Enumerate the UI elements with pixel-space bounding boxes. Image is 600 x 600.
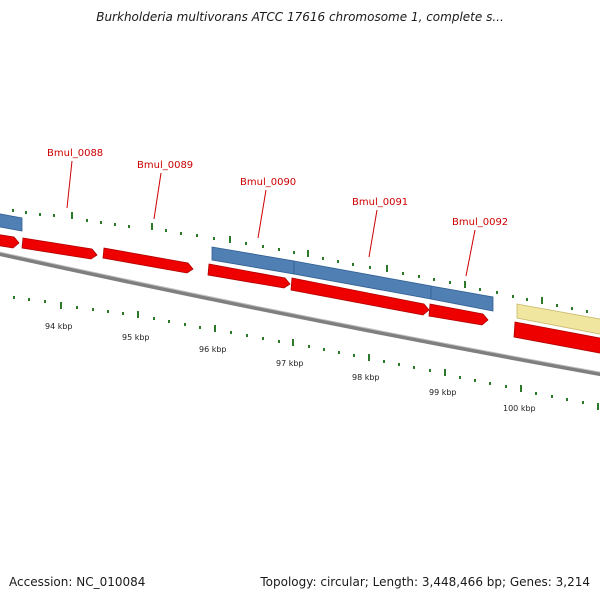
kbp-scale-labels: 94 kbp 95 kbp 96 kbp 97 kbp 98 kbp 99 kb… [45,322,536,413]
genome-backbone-highlight [0,251,600,373]
gene-label-bmul-0089[interactable]: Bmul_0089 [137,160,193,171]
kbp-label: 95 kbp [122,333,150,342]
gene-label-bmul-0091[interactable]: Bmul_0091 [352,197,408,208]
cds-arrow[interactable] [513,321,600,354]
kbp-label: 97 kbp [276,359,304,368]
cds-arrow[interactable] [21,237,98,260]
cds-arrow[interactable] [0,234,20,249]
gene-label-bmul-0092[interactable]: Bmul_0092 [452,217,508,228]
gene-feature[interactable] [430,285,494,312]
kbp-label: 99 kbp [429,388,457,397]
upper-tick-row [12,209,588,313]
genome-backbone [0,252,600,377]
kbp-label: 94 kbp [45,322,73,331]
gene-label-bmul-0088[interactable]: Bmul_0088 [47,148,103,159]
accession-text: Accession: NC_010084 [9,575,146,589]
cds-arrow[interactable] [102,247,194,274]
map-title: Burkholderia multivorans ATCC 17616 chro… [96,10,504,24]
kbp-label: 100 kbp [503,404,536,413]
gene-track-blue [0,213,600,335]
genome-stats-text: Topology: circular; Length: 3,448,466 bp… [260,575,590,589]
kbp-label: 96 kbp [199,345,227,354]
cds-arrow[interactable] [428,303,489,326]
kbp-label: 98 kbp [352,373,380,382]
gene-label-leaders [66,160,476,277]
cds-arrow[interactable] [290,277,430,316]
cds-arrow[interactable] [207,263,291,289]
gene-labels: Bmul_0088 Bmul_0089 Bmul_0090 Bmul_0091 … [47,148,508,228]
gene-feature[interactable] [0,213,23,232]
cds-track [0,234,600,354]
gene-label-bmul-0090[interactable]: Bmul_0090 [240,177,296,188]
lower-tick-row [13,296,599,410]
gene-feature-yellow[interactable] [516,303,600,335]
